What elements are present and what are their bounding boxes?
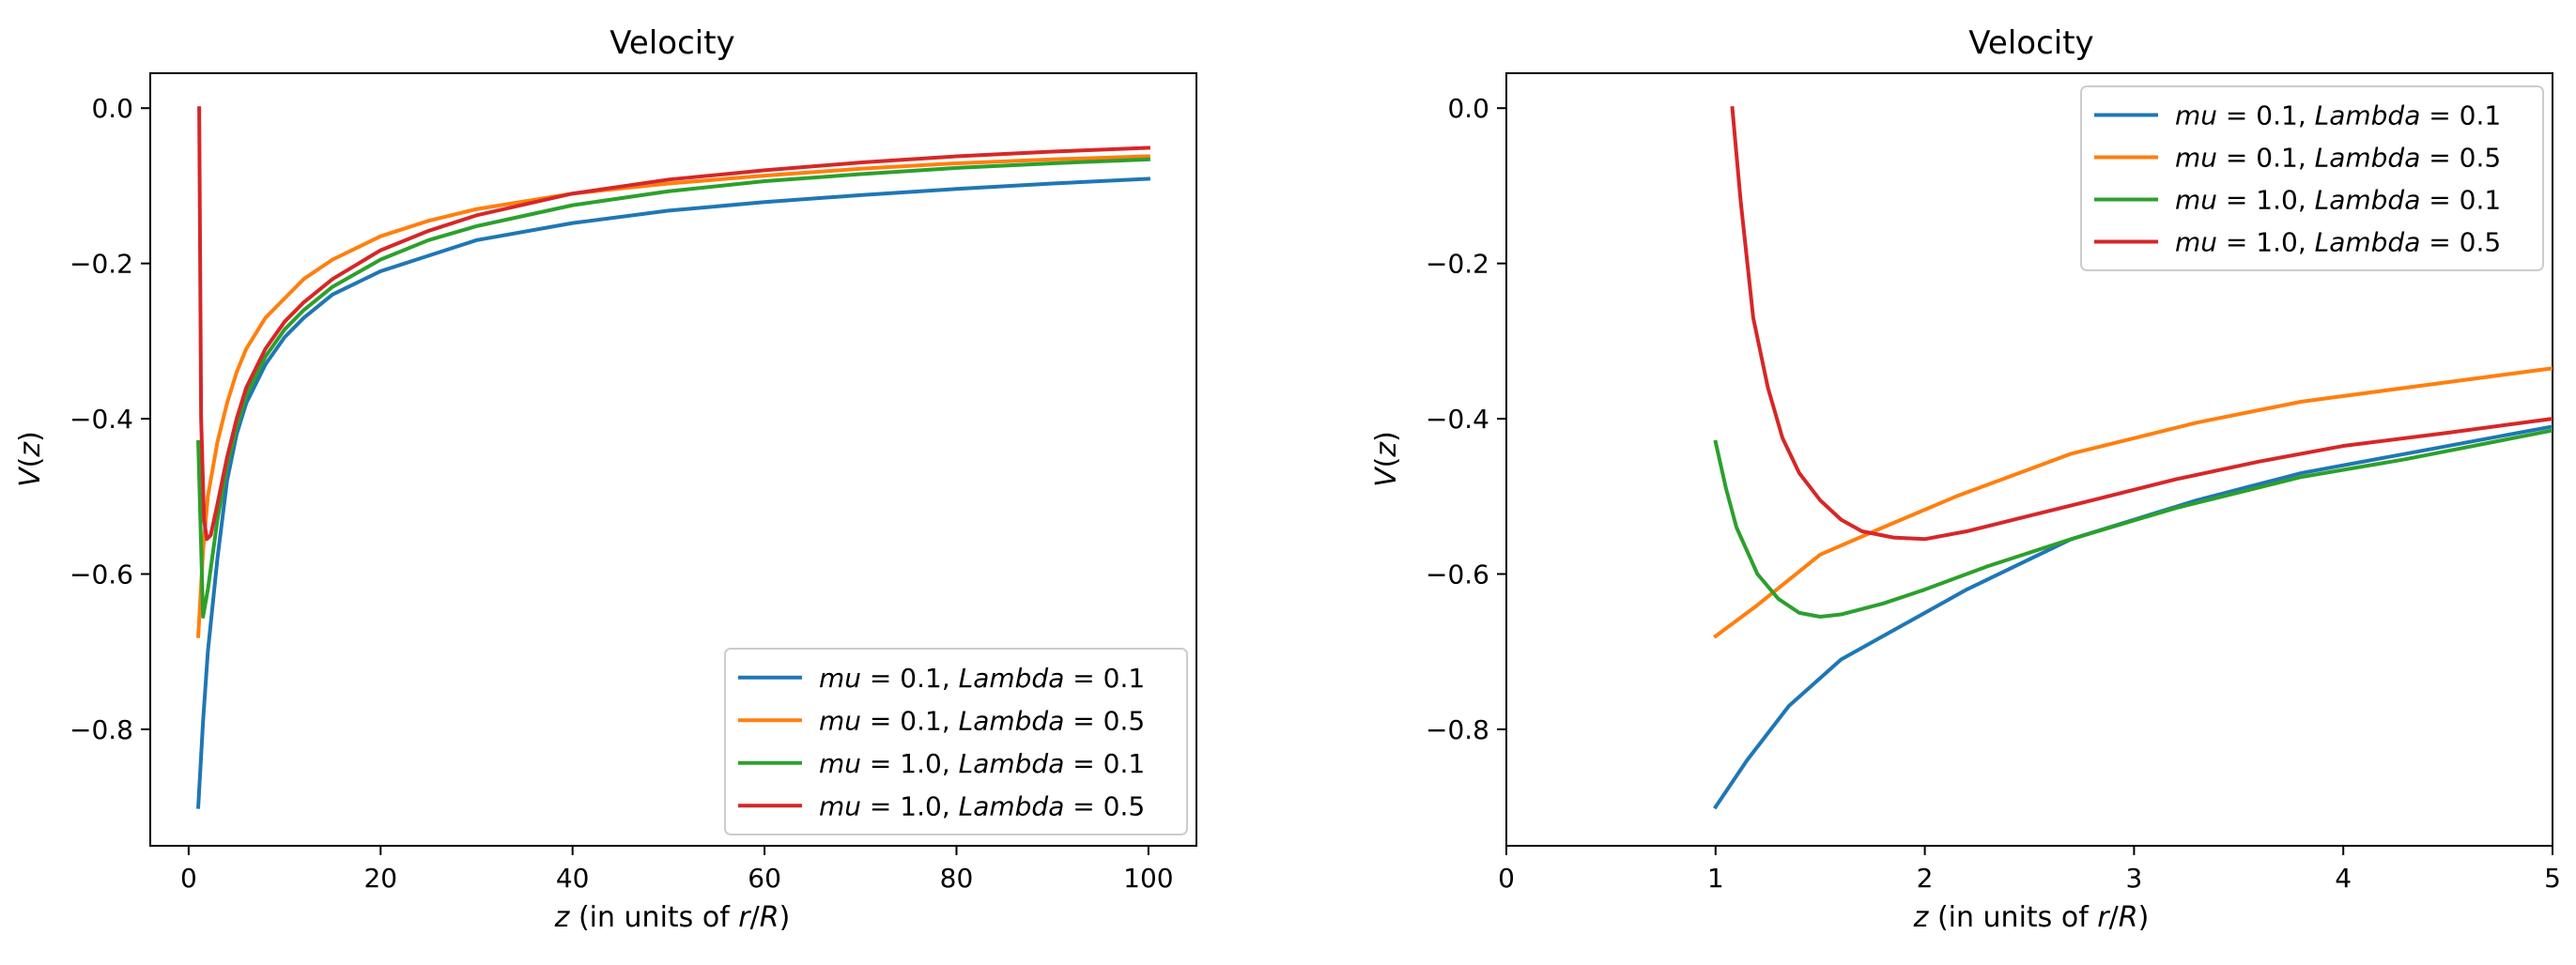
y-axis-ticks: 0.0 −0.2 −0.4 −0.6 −0.8 [1426, 93, 1506, 745]
series-line-1 [1713, 366, 2553, 639]
x-tick-label: 2 [1917, 863, 1934, 894]
chart-velocity-full-range: Velocity 0 20 40 60 80 100 0.0 −0.2 −0.4 −0.6 −0.… [14, 24, 1197, 934]
legend: mu = 0.1, Lambda = 0.1 mu = 0.1, Lambda =… [2080, 85, 2544, 271]
legend: mu = 0.1, Lambda = 0.1 mu = 0.1, Lambda =… [724, 648, 1188, 835]
y-tick-label: −0.6 [69, 559, 133, 590]
x-tick-label: 1 [1707, 863, 1724, 894]
series-line-1 [195, 154, 1150, 638]
x-tick-label: 3 [2125, 863, 2142, 894]
y-tick-label: −0.4 [69, 404, 133, 435]
legend-label-1: mu = 0.1, Lambda = 0.5 [2175, 143, 2501, 174]
x-tick-label: 0 [180, 863, 197, 894]
legend-label-2: mu = 1.0, Lambda = 0.1 [819, 748, 1145, 779]
y-tick-label: −0.2 [1426, 249, 1489, 280]
series-line-3 [1730, 106, 2553, 542]
x-tick-label: 4 [2335, 863, 2352, 894]
y-axis-ticks: 0.0 −0.2 −0.4 −0.6 −0.8 [69, 93, 150, 745]
legend-frame [724, 648, 1188, 835]
legend-label-2: mu = 1.0, Lambda = 0.1 [2175, 185, 2501, 216]
y-axis-label: V(z) [14, 431, 47, 487]
series-line-2 [1713, 428, 2553, 619]
legend-label-0: mu = 0.1, Lambda = 0.1 [819, 663, 1145, 694]
x-axis-ticks: 0 20 40 60 80 100 [180, 846, 1174, 894]
plot-frame [1505, 72, 2553, 847]
x-tick-label: 80 [940, 863, 974, 894]
legend-label-1: mu = 0.1, Lambda = 0.5 [819, 705, 1145, 736]
legend-frame [2080, 85, 2544, 271]
series-line-3 [197, 106, 1150, 542]
series-line-0 [195, 176, 1150, 809]
x-tick-label: 20 [363, 863, 397, 894]
x-tick-label: 5 [2544, 863, 2561, 894]
y-axis-label: V(z) [1370, 431, 1403, 487]
y-tick-label: −0.4 [1426, 404, 1489, 435]
y-tick-label: 0.0 [1447, 93, 1489, 124]
legend-label-3: mu = 1.0, Lambda = 0.5 [2175, 227, 2501, 258]
y-tick-label: 0.0 [91, 93, 133, 124]
series-lines [195, 106, 1150, 809]
x-axis-ticks: 0 1 2 3 4 5 [1498, 846, 2561, 894]
series-line-0 [1713, 424, 2553, 810]
series-lines [1713, 106, 2553, 810]
legend-label-0: mu = 0.1, Lambda = 0.1 [2175, 100, 2501, 131]
chart-title: Velocity [1968, 24, 2093, 62]
y-tick-label: −0.6 [1426, 559, 1489, 590]
series-line-2 [196, 157, 1150, 619]
x-tick-label: 40 [556, 863, 590, 894]
chart-velocity-zoomed: Velocity 0 1 2 3 4 5 0.0 −0.2 −0.4 −0.6 −0.8 z (i… [1370, 24, 2561, 934]
y-tick-label: −0.8 [1426, 714, 1489, 745]
y-tick-label: −0.2 [69, 249, 133, 280]
chart-title: Velocity [609, 24, 734, 62]
x-axis-label: z (in units of r/R) [554, 901, 791, 934]
x-axis-label: z (in units of r/R) [1913, 901, 2150, 934]
x-tick-label: 60 [748, 863, 781, 894]
legend-label-3: mu = 1.0, Lambda = 0.5 [819, 790, 1145, 821]
x-tick-label: 0 [1498, 863, 1515, 894]
plot-frame [149, 72, 1197, 847]
x-tick-label: 100 [1123, 863, 1173, 894]
y-tick-label: −0.8 [69, 714, 133, 745]
